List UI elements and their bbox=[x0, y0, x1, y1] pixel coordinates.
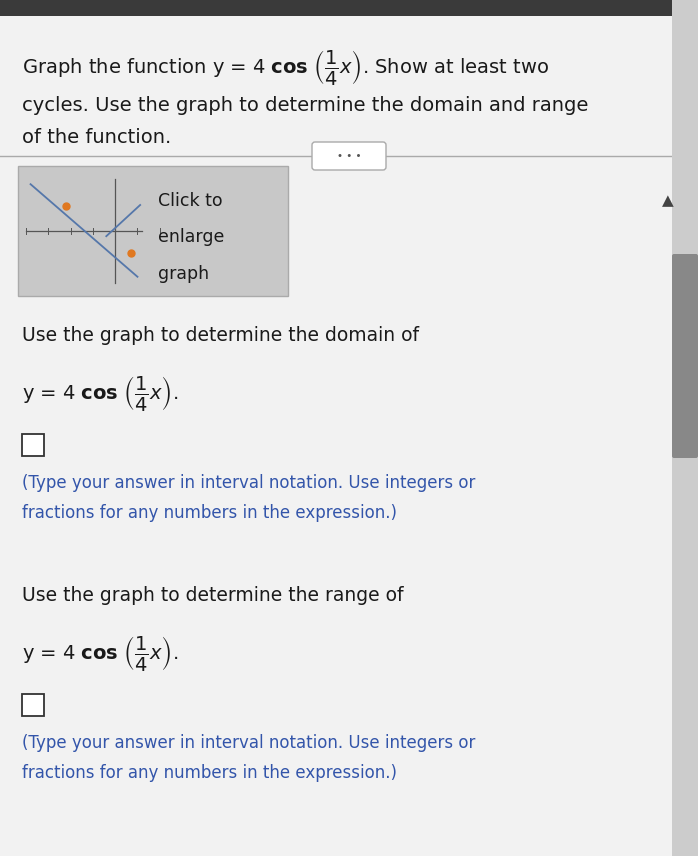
FancyBboxPatch shape bbox=[22, 434, 44, 456]
Text: Click to: Click to bbox=[158, 192, 223, 210]
Text: Graph the function y = 4 $\bf{cos}$ $\left(\dfrac{1}{4}x\right)$. Show at least : Graph the function y = 4 $\bf{cos}$ $\le… bbox=[22, 48, 549, 87]
Text: enlarge: enlarge bbox=[158, 229, 225, 247]
Text: (Type your answer in interval notation. Use integers or: (Type your answer in interval notation. … bbox=[22, 734, 475, 752]
Text: y = 4 $\bf{cos}$ $\left(\dfrac{1}{4}x\right)$.: y = 4 $\bf{cos}$ $\left(\dfrac{1}{4}x\ri… bbox=[22, 374, 178, 413]
Text: graph: graph bbox=[158, 265, 209, 282]
Text: Use the graph to determine the range of: Use the graph to determine the range of bbox=[22, 586, 403, 605]
Text: of the function.: of the function. bbox=[22, 128, 171, 147]
FancyBboxPatch shape bbox=[672, 0, 698, 856]
Text: Use the graph to determine the domain of: Use the graph to determine the domain of bbox=[22, 326, 419, 345]
FancyBboxPatch shape bbox=[672, 254, 698, 458]
FancyBboxPatch shape bbox=[22, 694, 44, 716]
FancyBboxPatch shape bbox=[18, 166, 288, 296]
Text: • • •: • • • bbox=[336, 151, 362, 161]
Text: cycles. Use the graph to determine the domain and range: cycles. Use the graph to determine the d… bbox=[22, 96, 588, 115]
Text: ▲: ▲ bbox=[662, 193, 674, 209]
Text: (Type your answer in interval notation. Use integers or: (Type your answer in interval notation. … bbox=[22, 474, 475, 492]
FancyBboxPatch shape bbox=[312, 142, 386, 170]
Text: fractions for any numbers in the expression.): fractions for any numbers in the express… bbox=[22, 764, 397, 782]
FancyBboxPatch shape bbox=[0, 0, 698, 16]
Text: fractions for any numbers in the expression.): fractions for any numbers in the express… bbox=[22, 504, 397, 522]
Text: y = 4 $\bf{cos}$ $\left(\dfrac{1}{4}x\right)$.: y = 4 $\bf{cos}$ $\left(\dfrac{1}{4}x\ri… bbox=[22, 634, 178, 673]
